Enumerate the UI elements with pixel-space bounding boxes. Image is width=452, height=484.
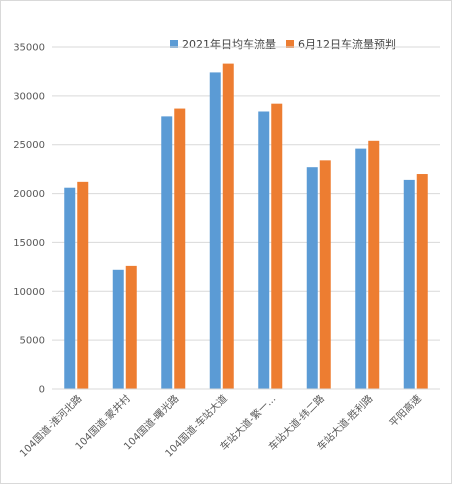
bar-series-1-2 [112,269,124,389]
y-tick-label-15000: 15000 [13,238,45,249]
bar-series-1-3 [161,116,173,390]
bar-series-2-1 [77,181,89,389]
bar-series-1-8 [403,179,415,389]
legend-label-series-1: 2021年日均车流量 [182,38,276,51]
legend-label-series-2: 6月12日车流量预判 [298,38,396,51]
bar-series-1-1 [64,187,76,389]
x-category-label-1: 104国道-淮河北路 [17,392,85,460]
bar-series-1-5 [258,111,270,390]
bar-series-1-4 [209,72,221,390]
y-tick-label-10000: 10000 [13,287,45,298]
bar-series-2-5 [271,103,283,389]
x-category-label-8: 平阳高速 [386,392,423,429]
y-tick-label-25000: 25000 [13,140,45,151]
y-tick-label-5000: 5000 [20,336,45,347]
bar-series-2-3 [174,108,186,389]
bar-series-1-6 [306,167,318,389]
bar-series-2-6 [319,160,331,389]
y-tick-label-30000: 30000 [13,91,45,102]
legend-swatch-series-1 [170,40,178,48]
y-tick-label-0: 0 [39,385,45,396]
bar-series-1-7 [355,148,367,389]
legend-swatch-series-2 [286,40,294,48]
y-tick-label-35000: 35000 [13,43,45,54]
legend-item-series-2: 6月12日车流量预判 [286,36,396,52]
bar-series-2-4 [222,63,234,390]
y-tick-label-20000: 20000 [13,189,45,200]
bar-series-2-8 [416,174,428,389]
bar-series-2-2 [125,265,137,389]
legend-item-series-1: 2021年日均车流量 [170,36,276,52]
bar-series-2-7 [368,140,380,389]
chart-legend: 2021年日均车流量 6月12日车流量预判 [170,36,396,52]
